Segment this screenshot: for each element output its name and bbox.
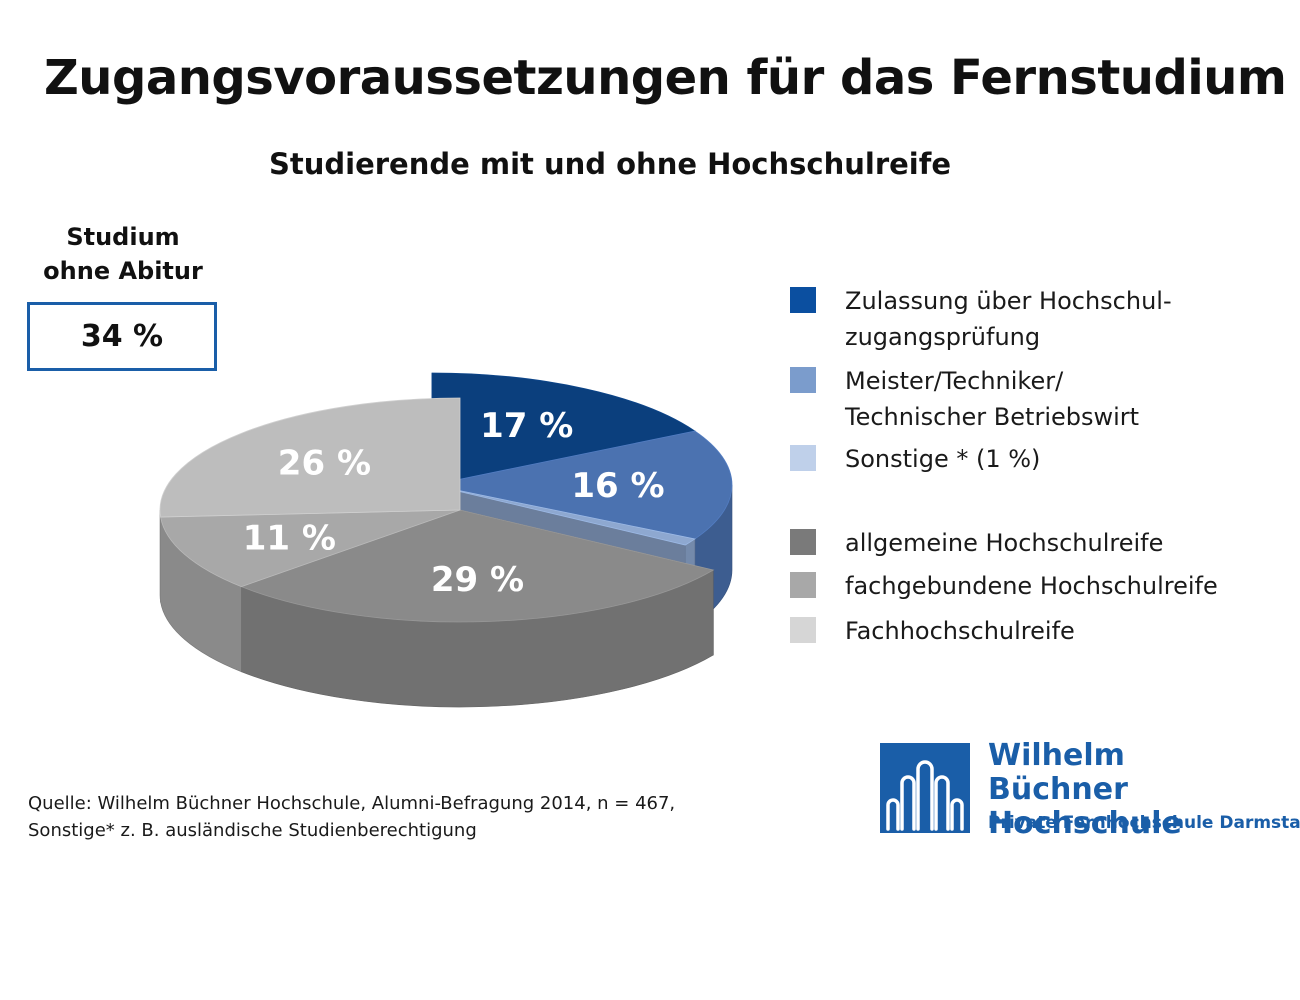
legend-swatch (790, 617, 816, 643)
legend-swatch (790, 572, 816, 598)
pie-slice (431, 430, 733, 540)
pie-slice-label: 16 % (571, 466, 664, 506)
legend-item-meister-techniker: Meister/Techniker/ Technischer Betriebsw… (790, 363, 1139, 435)
source-note: Quelle: Wilhelm Büchner Hochschule, Alum… (28, 790, 675, 844)
legend-item-hochschulzugangspruefung: Zulassung über Hochschul- zugangsprüfung (790, 283, 1172, 355)
callout-label: Studium ohne Abitur (30, 220, 216, 288)
pie-slice (431, 484, 696, 546)
legend-swatch (790, 367, 816, 393)
pie-slice-label: 11 % (243, 519, 336, 559)
callout-label-line2: ohne Abitur (43, 257, 203, 285)
logo-name: Wilhelm Büchner Hochschule (988, 739, 1260, 841)
pie-slice-label: 29 % (431, 560, 524, 600)
logo-name-line1: Wilhelm Büchner (988, 738, 1128, 807)
legend-label: allgemeine Hochschulreife (845, 529, 1164, 557)
callout-value-box: 34 % (27, 302, 217, 371)
pie-slice (240, 509, 715, 623)
chart-subtitle: Studierende mit und ohne Hochschulreife (268, 147, 952, 181)
legend-swatch (790, 287, 816, 313)
source-line-1: Quelle: Wilhelm Büchner Hochschule, Alum… (28, 793, 676, 814)
legend-item-allgemeine-hochschulreife: allgemeine Hochschulreife (790, 525, 1163, 561)
callout-label-line1: Studium (66, 223, 180, 251)
source-line-2: Sonstige* z. B. ausländische Studienbere… (28, 820, 477, 841)
logo-name-line2: Hochschule (988, 806, 1182, 841)
legend-label: Sonstige * (1 %) (845, 445, 1041, 473)
legend-label: Meister/Techniker/ Technischer Betriebsw… (845, 367, 1140, 431)
pie-slice-side (159, 509, 161, 603)
pie-layer: 17 % 16 % 29 % 11 % 26 % (159, 372, 733, 708)
legend-label: fachgebundene Hochschulreife (845, 572, 1218, 600)
callout-value: 34 % (80, 319, 164, 354)
legend-item-fachhochschulreife: Fachhochschulreife (790, 613, 1075, 649)
legend-item-sonstige: Sonstige * (1 %) (790, 441, 1040, 477)
legend-swatch (790, 445, 816, 471)
chart-title: Zugangsvoraussetzungen für das Fernstudi… (44, 50, 1287, 106)
pie-slice (160, 509, 461, 588)
legend-label: Zulassung über Hochschul- zugangsprüfung (845, 287, 1172, 351)
logo-building-icon (880, 743, 970, 833)
pie-slice (431, 372, 696, 486)
legend-label: Fachhochschulreife (845, 617, 1075, 645)
legend-item-fachgebundene-hochschulreife: fachgebundene Hochschulreife (790, 568, 1218, 604)
pie-slice (159, 397, 461, 518)
pie-slice-label: 26 % (278, 443, 371, 483)
pie-slice-label: 17 % (480, 406, 573, 446)
legend-swatch (790, 529, 816, 555)
logo-tagline: Private Fernhochschule Darmstadt (988, 813, 1300, 833)
logo: Wilhelm Büchner Hochschule Private Fernh… (880, 739, 1300, 841)
